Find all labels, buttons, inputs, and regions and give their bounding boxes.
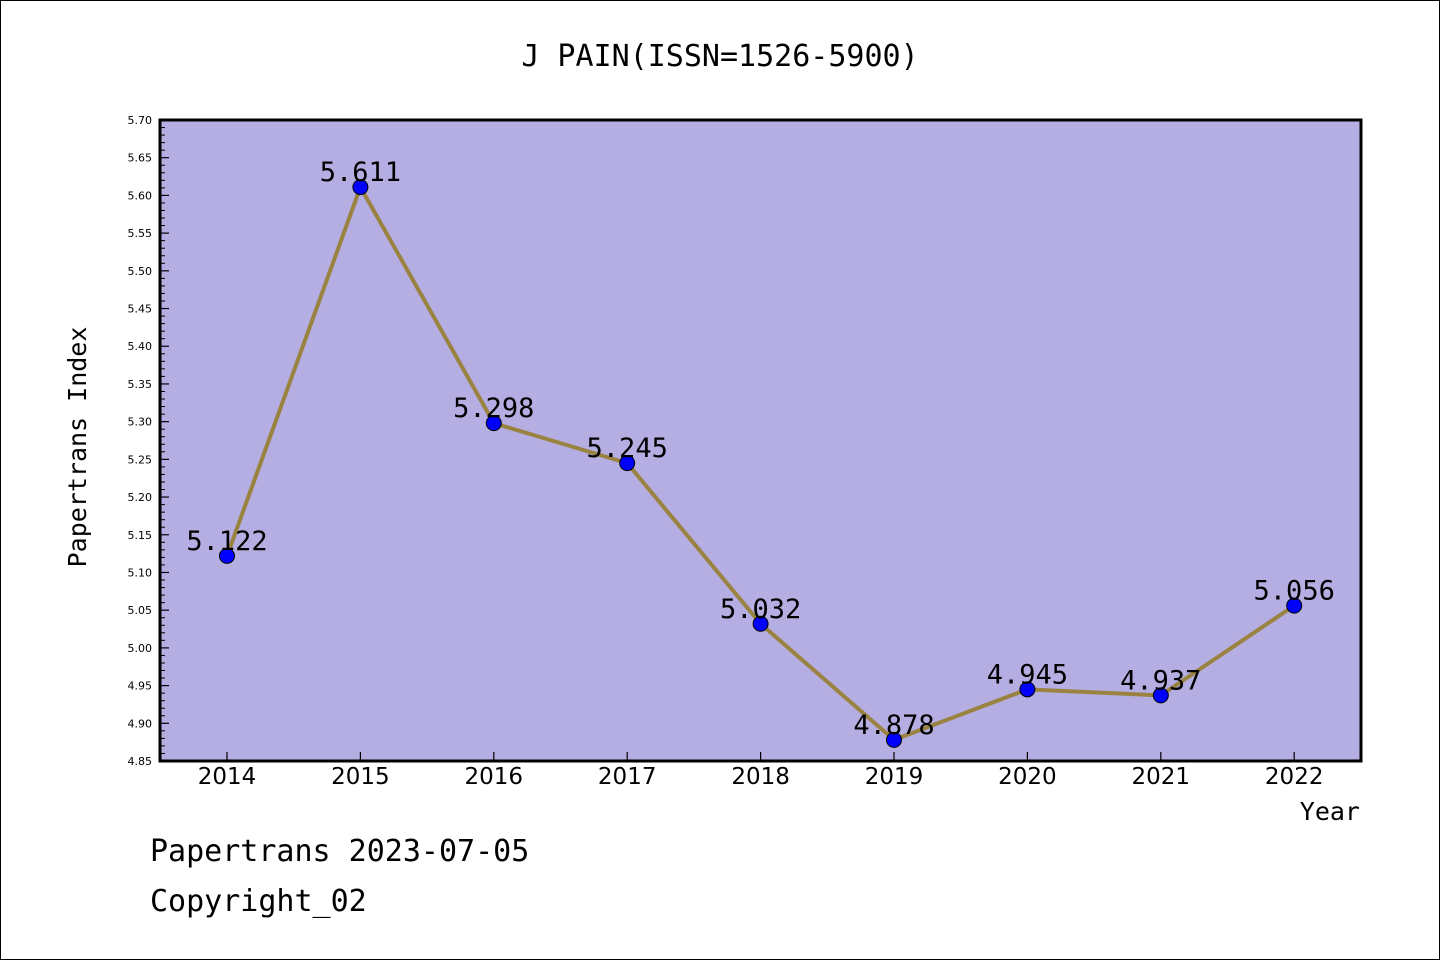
footer-date-text: Papertrans 2023-07-05: [150, 834, 530, 869]
y-tick-label: 5.30: [128, 416, 153, 429]
data-label: 4.937: [1120, 665, 1201, 696]
data-point: [219, 547, 235, 564]
y-tick-label: 4.95: [128, 680, 153, 693]
chart-title: J PAIN(ISSN=1526-5900): [521, 39, 918, 74]
y-tick-label: 5.45: [128, 303, 153, 316]
x-tick-label: 2016: [465, 764, 524, 790]
y-tick-label: 5.15: [128, 529, 153, 542]
data-point: [1019, 681, 1036, 698]
x-axis-label: Year: [1300, 797, 1360, 826]
x-tick-label: 2022: [1265, 764, 1324, 790]
y-tick-label: 5.65: [128, 152, 153, 165]
data-label: 5.056: [1254, 576, 1335, 607]
x-tick-label: 2018: [731, 764, 790, 790]
data-point: [1152, 687, 1169, 704]
x-axis: 2014 2015 2016 2017 2018 2019 2020 2021 2022: [198, 752, 1324, 790]
data-label: 4.945: [987, 659, 1068, 690]
y-tick-label: 5.60: [128, 189, 153, 202]
y-tick-label: 5.00: [128, 642, 153, 655]
plot-area: [158, 118, 1363, 763]
data-point: [1286, 597, 1303, 614]
y-axis: 4.85 4.90 4.95 5.00 5.05 5.10 5.15 5.20 5.25 5.30…: [128, 114, 169, 768]
data-label: 5.245: [587, 433, 668, 464]
y-tick-label: 5.05: [128, 604, 153, 617]
y-tick-label: 5.55: [128, 227, 153, 240]
y-tick-label: 4.90: [128, 717, 153, 730]
y-tick-label: 5.35: [128, 378, 153, 391]
y-tick-label: 4.85: [128, 755, 153, 768]
data-point: [886, 731, 902, 748]
x-tick-label: 2015: [331, 764, 390, 790]
y-axis-label: Papertrans Index: [63, 327, 92, 568]
data-label: 4.878: [853, 710, 934, 741]
data-point: [619, 455, 636, 472]
data-label: 5.298: [453, 393, 534, 424]
y-tick-label: 5.40: [128, 340, 153, 353]
y-tick-label: 5.70: [128, 114, 153, 127]
data-point: [752, 615, 769, 632]
series-points-group: [219, 179, 1303, 748]
y-tick-label: 5.20: [128, 491, 153, 504]
x-tick-label: 2019: [865, 764, 924, 790]
x-tick-label: 2014: [198, 764, 257, 790]
x-tick-label: 2020: [998, 764, 1057, 790]
data-point: [352, 179, 369, 196]
x-tick-label: 2017: [598, 764, 657, 790]
data-point: [485, 415, 502, 432]
y-tick-label: 5.10: [128, 566, 153, 579]
y-tick-label: 5.50: [128, 265, 153, 278]
data-label: 5.122: [186, 526, 267, 557]
data-label: 5.032: [720, 594, 801, 625]
footer-copyright-text: Copyright_02: [150, 884, 367, 919]
data-labels-group: 5.122 5.611 5.298 5.245 5.032 4.878 4.945 4.937…: [186, 157, 1334, 741]
x-tick-label: 2021: [1132, 764, 1191, 790]
data-label: 5.611: [320, 157, 401, 188]
y-tick-label: 5.25: [128, 453, 153, 466]
